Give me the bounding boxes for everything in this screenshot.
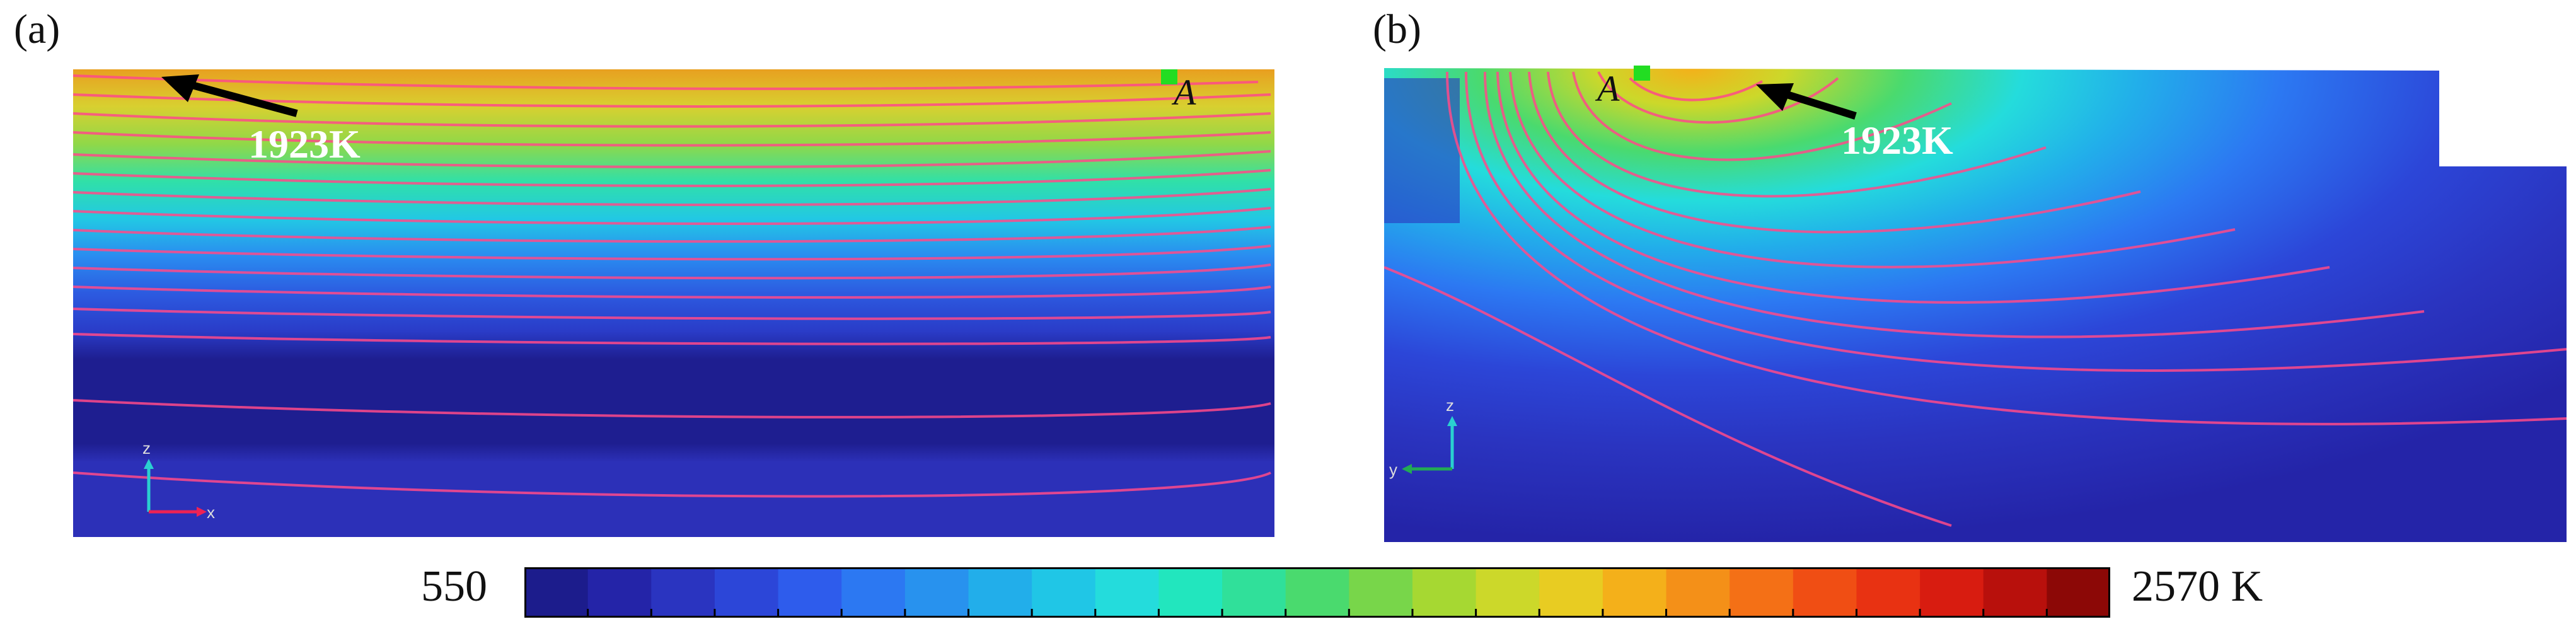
panel-a-point-label: A: [1171, 72, 1196, 113]
colorbar-segment: [904, 567, 969, 618]
colorbar-segment: [1222, 567, 1286, 618]
colorbar-segment: [1730, 567, 1794, 618]
panel-a-arrow-icon: [161, 74, 298, 117]
colorbar-segment: [2047, 567, 2110, 618]
colorbar-segment: [587, 567, 652, 618]
panel-b-label: (b): [1373, 6, 1421, 52]
panel-b-point-marker: [1634, 66, 1650, 81]
panel-b-svg: 1923K A z y: [1384, 66, 2567, 542]
colorbar-segment: [1793, 567, 1857, 618]
colorbar-segment: [1412, 567, 1477, 618]
colorbar-segment: [1602, 567, 1667, 618]
svg-text:z: z: [1446, 396, 1454, 415]
colorbar-segment: [1666, 567, 1730, 618]
colorbar-segment: [1983, 567, 2047, 618]
colorbar-segment: [1539, 567, 1603, 618]
colorbar-min-label: 550: [421, 562, 487, 611]
colorbar-segment: [1476, 567, 1540, 618]
panel-a-label: (a): [14, 6, 61, 52]
colorbar-segment: [968, 567, 1032, 618]
colorbar-border: [524, 567, 2110, 618]
colorbar-segment: [1856, 567, 1920, 618]
svg-text:z: z: [142, 439, 151, 458]
panel-b-point-label: A: [1595, 68, 1620, 109]
colorbar-segment: [841, 567, 906, 618]
svg-text:y: y: [1389, 460, 1397, 479]
colorbar-segment: [524, 567, 589, 618]
panel-b-contour-plot: 1923K A z y: [1384, 66, 2567, 542]
panel-a-svg: 1923K A z x: [73, 69, 1274, 537]
colorbar-max-label: 2570 K: [2132, 562, 2263, 611]
panel-a-contour-plot: 1923K A z x: [73, 69, 1274, 537]
colorbar-segment: [1032, 567, 1096, 618]
panel-a-axis-triad-icon: z x: [142, 439, 215, 522]
colorbar-segment: [1095, 567, 1159, 618]
colorbar-segment: [1158, 567, 1223, 618]
colorbar: [524, 567, 2110, 618]
panel-a-point-marker: [1161, 69, 1177, 84]
panel-a-isotherms: [73, 74, 1271, 498]
panel-b-axis-triad-icon: z y: [1389, 396, 1457, 479]
svg-text:x: x: [207, 503, 215, 522]
colorbar-segment: [1920, 567, 1984, 618]
colorbar-segment: [714, 567, 779, 618]
colorbar-segment: [1349, 567, 1413, 618]
panel-b-isotherms: [1384, 71, 2567, 527]
colorbar-segment: [651, 567, 715, 618]
panel-b-isotherm-label: 1923K: [1841, 118, 1953, 163]
colorbar-segment: [778, 567, 842, 618]
panel-a-isotherm-label: 1923K: [248, 122, 361, 166]
panel-b-arrow-icon: [1756, 83, 1857, 120]
colorbar-segment: [1285, 567, 1349, 618]
